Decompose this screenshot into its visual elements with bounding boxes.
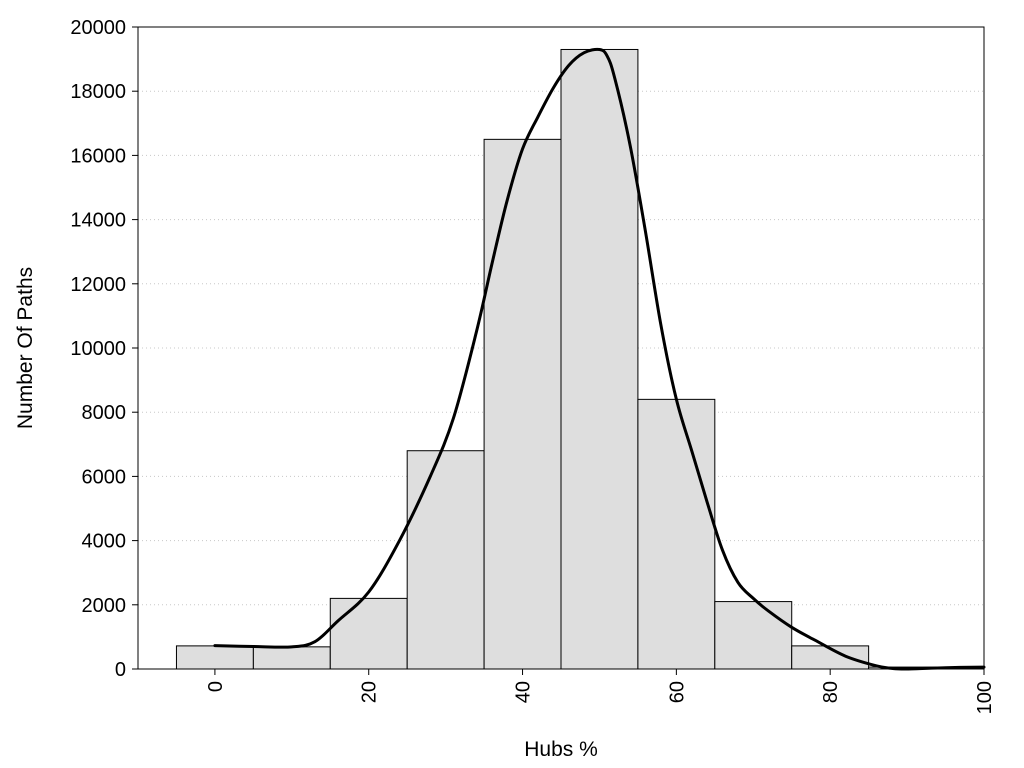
y-tick-label: 6000 (82, 466, 127, 488)
x-tick-label: 60 (666, 681, 688, 703)
histogram-bar (714, 601, 793, 670)
y-axis-label: Number Of Paths (14, 267, 37, 429)
y-tick-label: 0 (115, 659, 126, 681)
density-curve (213, 47, 986, 671)
histogram-bar (252, 646, 331, 670)
histogram-bars (175, 48, 985, 670)
histogram-bar (560, 48, 639, 670)
y-tick-label: 4000 (82, 531, 127, 553)
y-tick-label: 20000 (70, 17, 126, 39)
y-tick-label: 10000 (70, 338, 126, 360)
density-curve-layer (213, 47, 986, 671)
x-tick-label: 40 (513, 681, 535, 703)
x-axis-label: Hubs % (524, 738, 598, 761)
y-tick-label: 2000 (82, 595, 127, 617)
y-tick-label: 12000 (70, 274, 126, 296)
histogram-bar (406, 450, 485, 670)
y-tick-label: 16000 (70, 145, 126, 167)
y-tick-label: 18000 (70, 81, 126, 103)
x-tick-label: 100 (974, 681, 996, 714)
x-axis-ticks: 0 20 40 60 80 100 (205, 669, 996, 714)
x-tick-label: 20 (359, 681, 381, 703)
gridlines (138, 90, 984, 606)
y-axis-ticks: 0 2000 4000 6000 8000 10000 12000 14000 16000 180… (70, 17, 138, 681)
histogram-bar (175, 645, 254, 670)
x-tick-label: 0 (205, 681, 227, 692)
histogram-bar (637, 398, 716, 670)
x-tick-label: 80 (820, 681, 842, 703)
histogram-bar (483, 138, 562, 670)
histogram-bar (329, 597, 408, 670)
y-tick-label: 8000 (82, 402, 127, 424)
y-tick-label: 14000 (70, 210, 126, 232)
